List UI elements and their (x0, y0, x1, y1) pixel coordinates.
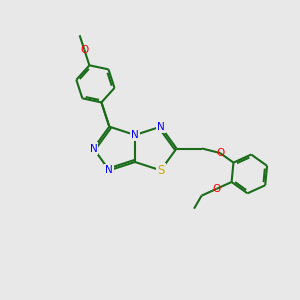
Text: N: N (90, 143, 97, 154)
Text: N: N (105, 165, 113, 175)
Text: S: S (157, 164, 164, 177)
Text: O: O (216, 148, 224, 158)
Text: O: O (80, 45, 88, 55)
Text: N: N (131, 130, 139, 140)
Text: N: N (157, 122, 165, 132)
Text: O: O (212, 184, 221, 194)
